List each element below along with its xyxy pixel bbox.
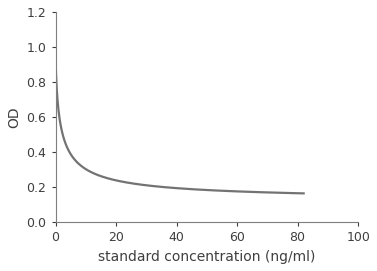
Y-axis label: OD: OD xyxy=(7,107,21,128)
X-axis label: standard concentration (ng/ml): standard concentration (ng/ml) xyxy=(98,250,316,264)
